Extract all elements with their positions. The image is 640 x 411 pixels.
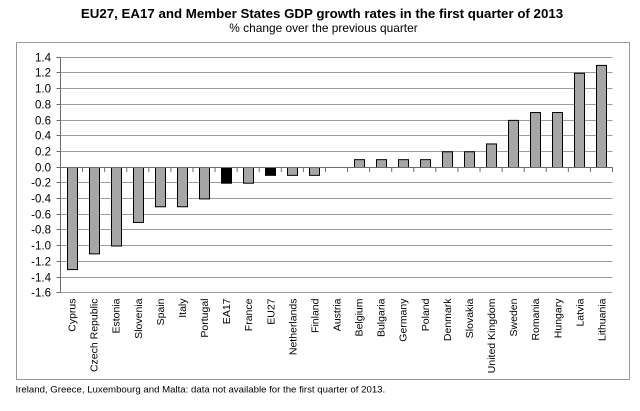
svg-text:Hungary: Hungary bbox=[552, 298, 564, 338]
svg-text:1.4: 1.4 bbox=[35, 53, 52, 65]
svg-text:Portugal: Portugal bbox=[199, 299, 211, 338]
svg-text:-1.6: -1.6 bbox=[31, 288, 51, 300]
svg-text:1.2: 1.2 bbox=[35, 68, 51, 80]
svg-text:Belgium: Belgium bbox=[354, 298, 366, 336]
svg-text:Slovenia: Slovenia bbox=[133, 298, 145, 338]
svg-text:Poland: Poland bbox=[420, 298, 432, 331]
svg-text:Spain: Spain bbox=[155, 298, 167, 325]
svg-text:United Kingdom: United Kingdom bbox=[486, 298, 498, 373]
svg-text:Finland: Finland bbox=[309, 298, 321, 333]
svg-text:-1.2: -1.2 bbox=[31, 257, 51, 269]
svg-text:-1.4: -1.4 bbox=[31, 273, 51, 285]
svg-text:-0.8: -0.8 bbox=[31, 225, 51, 237]
svg-text:-1.0: -1.0 bbox=[31, 241, 51, 253]
svg-text:Latvia: Latvia bbox=[574, 298, 586, 326]
svg-text:Slovakia: Slovakia bbox=[464, 298, 476, 338]
svg-text:% change over the previous qua: % change over the previous quarter bbox=[229, 21, 417, 35]
svg-text:France: France bbox=[243, 298, 255, 331]
svg-text:Romania: Romania bbox=[530, 298, 542, 340]
svg-text:-0.6: -0.6 bbox=[31, 210, 51, 222]
svg-text:1.0: 1.0 bbox=[35, 84, 51, 96]
svg-text:Ireland, Greece, Luxembourg an: Ireland, Greece, Luxembourg and Malta: d… bbox=[16, 385, 386, 396]
svg-text:0.6: 0.6 bbox=[35, 116, 51, 128]
svg-text:Austria: Austria bbox=[332, 298, 344, 331]
svg-text:-0.2: -0.2 bbox=[31, 178, 51, 190]
svg-text:EA17: EA17 bbox=[221, 298, 233, 324]
svg-text:EU27, EA17 and Member States G: EU27, EA17 and Member States GDP growth … bbox=[81, 6, 563, 21]
svg-text:Italy: Italy bbox=[177, 298, 189, 318]
svg-text:0.8: 0.8 bbox=[35, 100, 51, 112]
svg-text:Estonia: Estonia bbox=[111, 298, 123, 333]
svg-text:0.2: 0.2 bbox=[35, 147, 51, 159]
svg-text:Germany: Germany bbox=[398, 298, 410, 342]
svg-text:0.0: 0.0 bbox=[35, 163, 51, 175]
svg-text:Netherlands: Netherlands bbox=[287, 299, 299, 356]
svg-text:EU27: EU27 bbox=[265, 298, 277, 324]
svg-text:Denmark: Denmark bbox=[442, 298, 454, 341]
svg-text:Cyprus: Cyprus bbox=[67, 299, 79, 332]
svg-text:Sweden: Sweden bbox=[508, 298, 520, 336]
svg-text:Lithuania: Lithuania bbox=[596, 298, 608, 341]
svg-text:0.4: 0.4 bbox=[35, 131, 52, 143]
svg-text:Bulgaria: Bulgaria bbox=[376, 298, 388, 337]
svg-text:-0.4: -0.4 bbox=[31, 194, 51, 206]
svg-text:Czech Republic: Czech Republic bbox=[89, 299, 101, 373]
